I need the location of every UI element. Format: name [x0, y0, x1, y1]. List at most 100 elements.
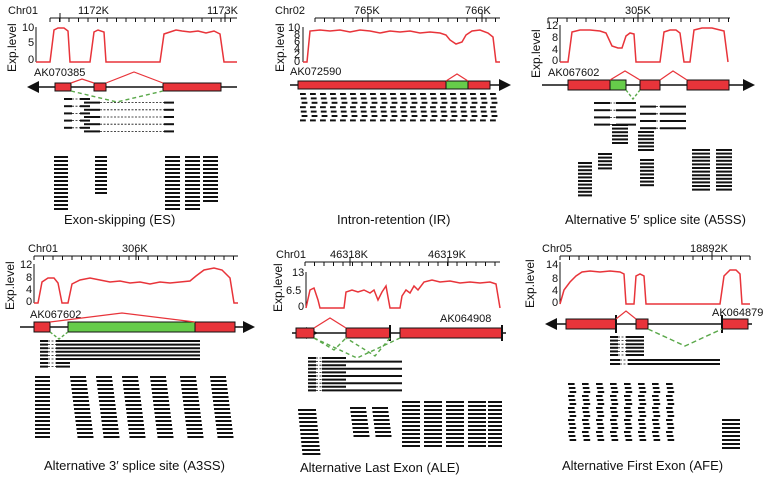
alt-junction [625, 89, 641, 101]
y-tick-label: 10 [22, 22, 34, 34]
read-stack [372, 407, 392, 437]
read-stack [203, 156, 218, 202]
read-stack [350, 407, 370, 437]
y-axis-label: Exp.level [5, 23, 19, 72]
exon-box [345, 327, 391, 339]
splice-junction [445, 73, 469, 82]
tick-label: 305K [625, 5, 651, 17]
panel-a5ss: 305K Exp.level 12 8 4 0 AK067602 Alterna… [529, 5, 755, 227]
exon-box [194, 321, 236, 333]
split-reads [308, 357, 402, 392]
chromosome-label: Chr01 [8, 5, 38, 17]
read-stack [54, 156, 68, 210]
y-axis-label: Exp.level [273, 23, 287, 72]
exon-box [635, 318, 649, 330]
split-reads [40, 362, 70, 368]
exon-box [33, 321, 51, 333]
y-tick-label: 6 [294, 36, 300, 48]
transcript-label: AK064879 [712, 307, 763, 319]
skip-junction [70, 90, 164, 103]
panel-title: Alternative Last Exon (ALE) [300, 460, 460, 475]
y-tick-label: 12 [546, 20, 558, 32]
alt-junction [49, 331, 69, 340]
ruler-ticks [49, 13, 231, 22]
alt-junction [313, 337, 347, 351]
read-stack [488, 401, 502, 447]
read-stack [298, 409, 321, 455]
read-stack [722, 419, 740, 449]
read-stack [638, 131, 654, 151]
y-tick-label: 8 [26, 272, 32, 284]
coverage-line [559, 269, 750, 305]
tick-label: 18892K [690, 243, 729, 255]
y-tick-label: 0 [294, 56, 300, 68]
split-reads [610, 359, 720, 365]
split-reads [40, 340, 200, 360]
alt-acceptor-region [67, 321, 196, 333]
read-stack [692, 149, 710, 191]
panel-title: Exon-skipping (ES) [64, 212, 175, 227]
alt-junction [313, 337, 401, 359]
y-tick-label: 5 [28, 37, 34, 49]
coverage-line [303, 29, 500, 63]
tick-label: 306K [122, 243, 148, 255]
read-stack [122, 376, 146, 438]
y-tick-label: 6.5 [286, 285, 301, 297]
read-stack [424, 401, 442, 447]
transcript-label: AK070385 [34, 67, 85, 79]
splice-junction [105, 71, 164, 84]
y-tick-label: 8 [552, 273, 558, 285]
read-stack [468, 401, 486, 447]
tick-label: 1173K [207, 5, 239, 17]
panel-afe: Chr05 18892K Exp.level 14 8 4 0 AK064879… [523, 243, 763, 473]
read-stack [150, 376, 174, 438]
y-tick-label: 4 [294, 43, 300, 55]
ruler-ticks [33, 251, 234, 260]
read-stack [96, 376, 120, 438]
coverage-line [305, 279, 501, 309]
tick-label: 46318K [330, 249, 369, 261]
tick-label: 766K [465, 5, 491, 17]
splice-junction [615, 310, 637, 320]
split-reads [594, 102, 686, 130]
y-tick-label: 4 [552, 285, 558, 297]
read-stack [446, 401, 464, 447]
ruler-ticks [559, 251, 751, 260]
exon-box [162, 82, 222, 92]
read-stack [598, 153, 612, 170]
transcript-label: AK072590 [290, 66, 341, 78]
y-tick-label: 14 [546, 259, 558, 271]
y-tick-label: 0 [298, 301, 304, 313]
panel-es: Chr01 1172K 1173K Exp.level 10 5 0 AK070… [5, 5, 239, 227]
tick-label: 1172K [78, 5, 110, 17]
alt-junction [647, 328, 723, 347]
y-axis-label: Exp.level [3, 261, 17, 310]
read-stack [578, 162, 592, 197]
exon-box [686, 79, 730, 91]
alt-first-exon [721, 318, 749, 330]
panel-title: Intron-retention (IR) [337, 212, 450, 227]
y-tick-label: 2 [294, 49, 300, 61]
y-axis-label: Exp.level [529, 29, 543, 78]
splice-junction [49, 312, 196, 323]
splice-junction [659, 70, 688, 81]
chromosome-label: Chr02 [275, 5, 305, 17]
tick-label: 765K [354, 5, 380, 17]
y-tick-label: 4 [26, 284, 32, 296]
read-stack [640, 159, 654, 187]
retained-intron [445, 80, 469, 90]
transcript-label: AK067602 [30, 309, 81, 321]
splice-junction [313, 317, 347, 329]
ruler-ticks [304, 257, 496, 266]
y-axis-label: Exp.level [271, 263, 285, 312]
ruler-ticks [314, 13, 496, 22]
y-tick-label: 8 [294, 29, 300, 41]
split-reads [610, 336, 644, 356]
panel-a3ss: Chr01 306K Exp.level 12 8 4 0 AK067602 A… [3, 243, 255, 473]
panel-title: Alternative 5′ splice site (A5SS) [565, 212, 746, 227]
y-tick-label: 13 [292, 267, 304, 279]
read-grid [300, 93, 498, 122]
read-stack [716, 149, 732, 191]
read-stack [95, 156, 107, 194]
